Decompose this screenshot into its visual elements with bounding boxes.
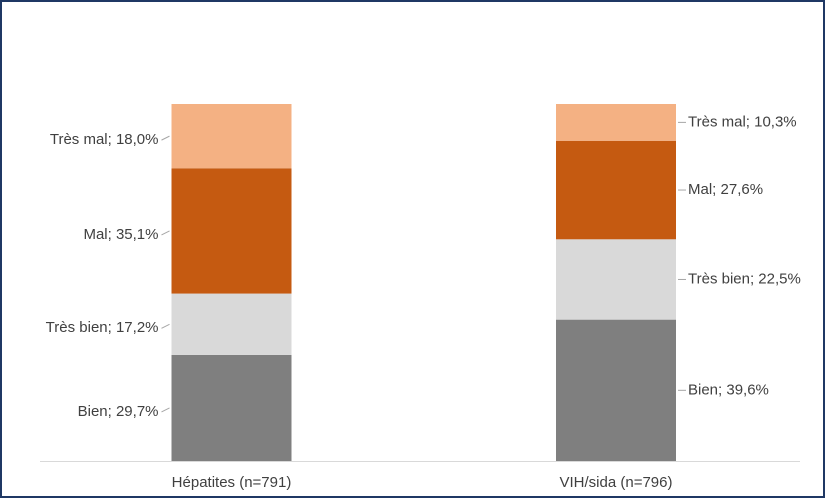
data-label: Très mal; 10,3% — [688, 113, 797, 130]
data-label: Très mal; 18,0% — [50, 131, 159, 148]
bar-segment — [171, 104, 292, 169]
leader-line — [161, 230, 170, 236]
data-label: Très bien; 22,5% — [688, 270, 801, 287]
leader-line — [161, 407, 170, 413]
data-label: Bien; 39,6% — [688, 381, 769, 398]
data-label: Mal; 35,1% — [83, 226, 158, 243]
bar-segment — [171, 168, 292, 294]
data-label: Mal; 27,6% — [688, 181, 763, 198]
leader-line — [161, 135, 170, 141]
leader-line — [161, 323, 170, 329]
data-label: Bien; 29,7% — [78, 403, 159, 420]
bar-segment — [171, 293, 292, 355]
bar-segment — [556, 104, 676, 141]
bar-segment — [556, 239, 676, 320]
x-tick-label: Hépatites (n=791) — [172, 474, 292, 491]
bar-segment — [171, 354, 292, 461]
bar-segment — [556, 319, 676, 461]
data-label: Très bien; 17,2% — [46, 319, 159, 336]
x-tick-label: VIH/sida (n=796) — [560, 474, 673, 491]
bar-segment — [556, 140, 676, 240]
